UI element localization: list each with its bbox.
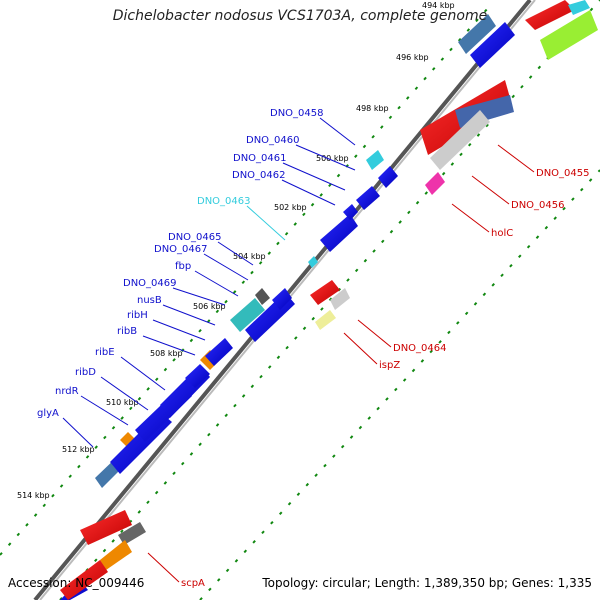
gene-scpA-b [118,522,146,545]
gene-bottom-rev [60,560,108,600]
gene-DNO_0463 [308,256,318,268]
gene-label-glyA: glyA [37,408,59,419]
leader-line [497,144,535,173]
gene-label-fbp: fbp [175,261,191,272]
leader-line [100,376,149,411]
gene-label-DNO_0456: DNO_0456 [511,200,565,211]
gene-label-holC: holC [491,228,513,239]
gene-label-ispZ: ispZ [379,360,400,371]
gene-DNO_0467 [255,288,270,305]
gene-label-ribH: ribH [127,310,148,321]
leader-line [142,335,196,356]
gene-DNO_0464 [310,280,340,305]
gene-top-fwd [470,22,515,68]
leader-line [217,241,254,266]
gene-top-rev-3 [568,0,590,15]
reverse-gene-labels: DNO_0455 DNO_0456 holC DNO_0464 ispZ scpA [181,168,590,589]
gene-DNO_0460 [356,186,380,210]
gene-DNO_0456 [430,110,490,170]
forward-gene-labels: DNO_0458 DNO_0460 DNO_0461 DNO_0462 DNO_0463… [37,108,324,419]
gene-scpA-c [100,540,132,570]
leader-line [162,304,216,326]
gene-DNO_0455-b [455,95,514,128]
gene-label-scpA: scpA [181,578,205,589]
leader-line [343,332,378,365]
gene-DNO_0458-b [378,166,398,188]
kbp-tick-label: 510 kbp [106,398,139,407]
leader-line [80,395,129,426]
gene-label-DNO_0465: DNO_0465 [168,232,222,243]
gene-label-DNO_0462: DNO_0462 [232,170,286,181]
leader-line [319,117,356,146]
gene-label-DNO_0463: DNO_0463 [197,196,251,207]
reverse-strand-genes [60,0,598,600]
kbp-tick-label: 496 kbp [396,53,429,62]
leader-line [281,179,336,206]
leader-line [246,205,286,241]
gene-DNO_0462 [320,214,358,252]
gene-nusB [205,338,233,366]
gene-holC [425,172,445,195]
kbp-tick-labels: 494 kbp 496 kbp 498 kbp 500 kbp 502 kbp 504 k… [17,1,455,500]
label-leader-lines [62,117,535,583]
leader-line [357,319,392,348]
gene-label-DNO_0461: DNO_0461 [233,153,287,164]
kbp-tick-label: 500 kbp [316,154,349,163]
gene-label-ribD: ribD [75,367,96,378]
gene-label-DNO_0469: DNO_0469 [123,278,177,289]
gene-scpA [80,510,132,545]
kbp-tick-label: 498 kbp [356,104,389,113]
leader-line [194,270,239,297]
leader-line [120,356,166,391]
leader-line [152,319,206,341]
accession-text: Accession: NC_009446 [8,576,145,590]
leader-line [282,162,346,191]
gene-top-fwd-b [458,14,496,54]
leader-line [147,552,180,583]
gene-label-ribE: ribE [95,347,115,358]
kbp-tick-label: 502 kbp [274,203,307,212]
leader-line [62,417,94,448]
gene-ispZ [315,310,336,330]
map-title: Dichelobacter nodosus VCS1703A, complete… [112,8,488,24]
gene-label-nusB: nusB [137,295,162,306]
kbp-tick-label: 494 kbp [422,1,455,10]
gene-ribH [185,364,210,388]
leader-line [203,253,249,281]
forward-strand-genes [60,14,515,600]
kbp-tick-label: 512 kbp [62,445,95,454]
leader-line [451,203,490,233]
gene-label-DNO_0464: DNO_0464 [393,343,447,354]
kbp-tick-label: 504 kbp [233,252,266,261]
gene-DNO_0461 [343,204,358,220]
leader-line [471,175,510,205]
gene-label-nrdR: nrdR [55,386,79,397]
gene-label-DNO_0458: DNO_0458 [270,108,324,119]
kbp-tick-label: 514 kbp [17,491,50,500]
kbp-tick-label: 508 kbp [150,349,183,358]
genome-summary-text: Topology: circular; Length: 1,389,350 bp… [262,576,592,590]
kbp-tick-label: 506 kbp [193,302,226,311]
leader-line [172,287,226,306]
gene-label-DNO_0460: DNO_0460 [246,135,300,146]
gene-top-rev-2 [540,10,598,60]
gene-label-DNO_0455: DNO_0455 [536,168,590,179]
leader-line [295,144,356,171]
gene-label-ribB: ribB [117,326,137,337]
gene-DNO_0458 [366,150,384,170]
gene-DNO_0464-b [330,288,350,310]
gene-label-DNO_0467: DNO_0467 [154,244,208,255]
gene-DNO_0465 [272,288,292,310]
gene-DNO_0469 [230,298,265,332]
gene-top-rev-1 [525,0,575,30]
